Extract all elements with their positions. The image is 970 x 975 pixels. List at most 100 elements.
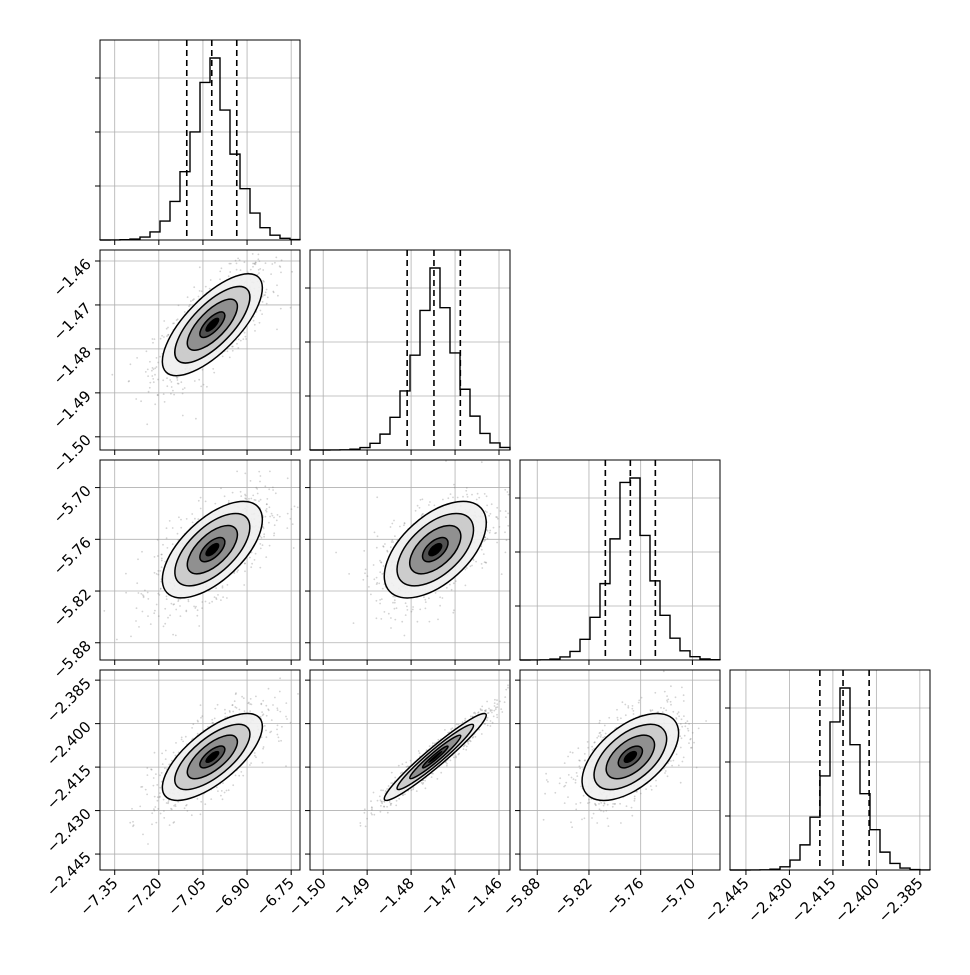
sample-point bbox=[192, 723, 194, 725]
sample-point bbox=[179, 605, 181, 607]
sample-point bbox=[157, 808, 159, 810]
sample-point bbox=[214, 718, 216, 720]
sample-point bbox=[664, 772, 666, 774]
sample-point bbox=[167, 547, 169, 549]
sample-point bbox=[392, 596, 394, 598]
sample-point bbox=[257, 493, 259, 495]
sample-point bbox=[185, 805, 187, 807]
sample-point bbox=[249, 764, 251, 766]
sample-point bbox=[257, 258, 259, 260]
sample-point bbox=[434, 505, 436, 507]
sample-point bbox=[376, 577, 378, 579]
sample-point bbox=[172, 390, 174, 392]
sample-point bbox=[226, 790, 228, 792]
sample-point bbox=[489, 530, 491, 532]
sample-point bbox=[167, 617, 169, 619]
sample-point bbox=[499, 701, 501, 703]
sample-point bbox=[180, 615, 182, 617]
sample-point bbox=[264, 294, 266, 296]
sample-point bbox=[273, 517, 275, 519]
sample-point bbox=[266, 503, 268, 505]
sample-point bbox=[390, 782, 392, 784]
sample-point bbox=[138, 592, 140, 594]
histogram-2 bbox=[310, 268, 510, 450]
sample-point bbox=[363, 550, 365, 552]
sample-point bbox=[364, 812, 366, 814]
sample-point bbox=[379, 560, 381, 562]
sample-point bbox=[504, 701, 506, 703]
sample-point bbox=[274, 262, 276, 264]
sample-point bbox=[161, 335, 163, 337]
sample-point bbox=[248, 702, 250, 704]
sample-point bbox=[447, 497, 449, 499]
sample-point bbox=[151, 823, 153, 825]
sample-point bbox=[251, 563, 253, 565]
sample-point bbox=[139, 806, 141, 808]
sample-point bbox=[177, 383, 179, 385]
sample-point bbox=[163, 336, 165, 338]
sample-point bbox=[255, 263, 257, 265]
sample-point bbox=[287, 513, 289, 515]
sample-point bbox=[233, 572, 235, 574]
sample-point bbox=[364, 572, 366, 574]
sample-point bbox=[211, 719, 213, 721]
sample-point bbox=[487, 725, 489, 727]
sample-point bbox=[472, 736, 474, 738]
sample-point bbox=[478, 497, 480, 499]
sample-point bbox=[496, 507, 498, 509]
sample-point bbox=[224, 716, 226, 718]
sample-point bbox=[488, 708, 490, 710]
y-tick-label: −5.70 bbox=[50, 482, 95, 527]
sample-point bbox=[182, 415, 184, 417]
sample-point bbox=[173, 822, 175, 824]
sample-point bbox=[380, 811, 382, 813]
sample-point bbox=[154, 374, 156, 376]
sample-point bbox=[394, 608, 396, 610]
sample-point bbox=[222, 798, 224, 800]
sample-point bbox=[175, 609, 177, 611]
sample-point bbox=[232, 350, 234, 352]
sample-point bbox=[176, 377, 178, 379]
sample-point bbox=[429, 745, 431, 747]
sample-point bbox=[376, 547, 378, 549]
sample-point bbox=[285, 716, 287, 718]
sample-point bbox=[163, 817, 165, 819]
sample-point bbox=[154, 572, 156, 574]
sample-point bbox=[254, 330, 256, 332]
sample-point bbox=[154, 367, 156, 369]
sample-point bbox=[381, 573, 383, 575]
sample-point bbox=[188, 305, 190, 307]
sample-point bbox=[155, 822, 157, 824]
sample-point bbox=[147, 592, 149, 594]
sample-point bbox=[152, 367, 154, 369]
sample-point bbox=[396, 607, 398, 609]
sample-point bbox=[244, 332, 246, 334]
sample-point bbox=[184, 807, 186, 809]
sample-point bbox=[156, 573, 158, 575]
sample-point bbox=[178, 304, 180, 306]
sample-point bbox=[236, 343, 238, 345]
sample-point bbox=[201, 715, 203, 717]
sample-point bbox=[453, 609, 455, 611]
sample-point bbox=[154, 403, 156, 405]
sample-point bbox=[217, 594, 219, 596]
sample-point bbox=[367, 575, 369, 577]
sample-point bbox=[453, 484, 455, 486]
y-tick-label: −1.49 bbox=[50, 387, 95, 432]
sample-point bbox=[473, 559, 475, 561]
sample-point bbox=[200, 386, 202, 388]
scatter-panel-2-1: −1.50−1.49−1.48−1.47−1.46 bbox=[50, 240, 304, 476]
sample-point bbox=[235, 692, 237, 694]
sample-point bbox=[141, 551, 143, 553]
sample-point bbox=[270, 273, 272, 275]
sample-point bbox=[634, 798, 636, 800]
sample-point bbox=[271, 719, 273, 721]
sample-point bbox=[568, 774, 570, 776]
sample-point bbox=[151, 812, 153, 814]
sample-point bbox=[425, 608, 427, 610]
sample-point bbox=[263, 281, 265, 283]
sample-point bbox=[462, 721, 464, 723]
sample-point bbox=[446, 587, 448, 589]
sample-point bbox=[275, 492, 277, 494]
sample-point bbox=[164, 401, 166, 403]
